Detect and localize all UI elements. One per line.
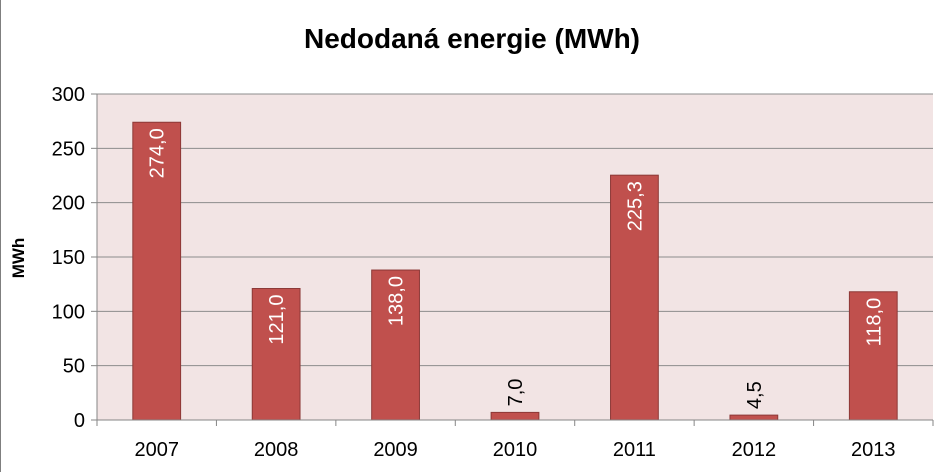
chart-frame-edge xyxy=(0,0,1,472)
data-label: 118,0 xyxy=(863,298,885,347)
chart-title: Nedodaná energie (MWh) xyxy=(304,23,640,54)
bar-2009 xyxy=(371,269,420,421)
data-label: 121,0 xyxy=(266,295,288,345)
y-tick-label: 300 xyxy=(52,84,85,106)
bar-2008 xyxy=(251,288,301,421)
y-axis-title: MWh xyxy=(9,238,28,279)
x-tick-label: 2011 xyxy=(613,439,656,461)
bars xyxy=(132,121,898,421)
axes: 0 50 100 150 200 250 300 2007 2008 2009 2010 2011 20… xyxy=(52,84,934,461)
bar-2012 xyxy=(729,414,779,421)
y-tick-label: 250 xyxy=(52,138,85,160)
x-tick-label: 2008 xyxy=(254,439,299,461)
y-tick-label: 0 xyxy=(74,410,85,432)
data-label: 138,0 xyxy=(386,276,408,326)
y-tick-label: 50 xyxy=(63,356,85,378)
y-tick-label: 100 xyxy=(52,301,85,323)
data-label: 4,5 xyxy=(744,381,766,409)
data-label: 274,0 xyxy=(147,128,169,178)
data-label: 7,0 xyxy=(505,379,527,407)
bar-2010 xyxy=(490,411,540,421)
x-tick-label: 2007 xyxy=(134,439,179,461)
data-label: 225,3 xyxy=(624,181,646,231)
x-tick-label: 2013 xyxy=(851,439,896,461)
data-labels: 274,0 121,0 138,0 7,0 225,3 4,5 118,0 xyxy=(147,128,886,409)
bar-2011 xyxy=(610,174,659,421)
y-tick-label: 150 xyxy=(52,247,85,269)
bar-2013 xyxy=(848,291,898,421)
x-tick-label: 2009 xyxy=(373,439,418,461)
y-tick-label: 200 xyxy=(52,193,85,215)
x-tick-label: 2010 xyxy=(493,439,538,461)
x-tick-label: 2012 xyxy=(732,439,777,461)
gridlines xyxy=(97,93,933,367)
